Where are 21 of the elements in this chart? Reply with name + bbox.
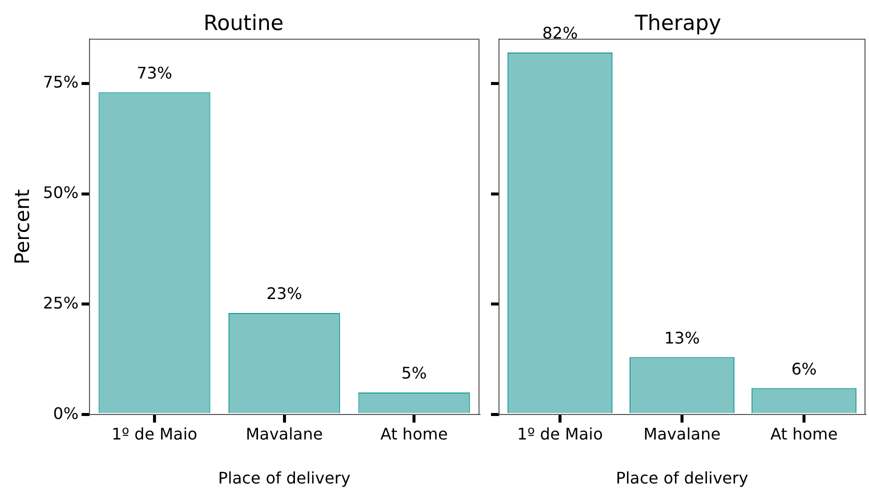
y-tick-label: 25% — [43, 293, 79, 312]
x-tick-label: At home — [380, 424, 448, 444]
data-label: 82% — [542, 24, 578, 43]
data-label: 23% — [266, 284, 302, 304]
y-axis-title: Percent — [10, 189, 34, 265]
y-tick-label: 0% — [53, 404, 79, 423]
x-tick-label: Mavalane — [246, 424, 323, 444]
x-tick-label: 1º de Maio — [112, 424, 198, 444]
x-tick-label: Mavalane — [643, 424, 721, 444]
x-axis-title: Place of delivery — [218, 468, 350, 488]
x-tick-label: At home — [770, 424, 838, 444]
y-tick-label: 75% — [43, 72, 79, 92]
data-label: 13% — [664, 328, 700, 348]
data-label: 5% — [401, 364, 427, 383]
data-label: 6% — [791, 359, 817, 378]
x-tick-label: 1º de Maio — [517, 424, 603, 444]
y-tick-label: 50% — [43, 182, 79, 202]
chart-title: Therapy — [634, 11, 722, 36]
x-axis-title: Place of delivery — [616, 468, 748, 488]
data-label: 73% — [136, 63, 172, 82]
chart-title: Routine — [203, 11, 284, 36]
